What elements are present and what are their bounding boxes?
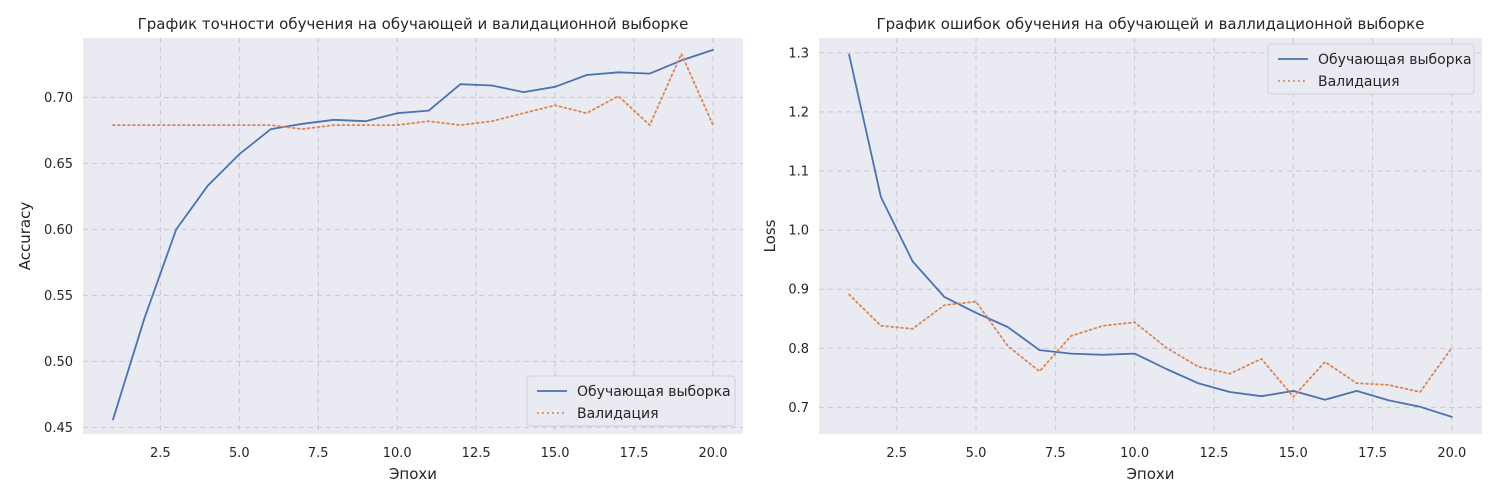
legend-box <box>1267 43 1475 95</box>
x-axis-label: Эпохи <box>389 465 437 483</box>
legend-entry: Обучающая выборка <box>577 384 731 400</box>
legend-box <box>526 375 736 427</box>
y-axis-label: Loss <box>761 219 779 252</box>
y-tick-label: 1.1 <box>788 164 809 179</box>
x-axis-label: Эпохи <box>1126 465 1174 483</box>
y-tick-label: 1.2 <box>788 105 809 120</box>
series-line-train <box>848 53 1453 418</box>
x-tick-label: 5.0 <box>229 446 250 461</box>
series-line-validation <box>112 52 714 131</box>
x-tick-label: 20.0 <box>699 446 728 461</box>
x-tick-label: 20.0 <box>1437 446 1466 461</box>
chart-title: График ошибок обучения на обучающей и ва… <box>877 15 1425 33</box>
x-tick-label: 2.5 <box>150 446 171 461</box>
series-line-train <box>112 49 714 421</box>
x-tick-label: 2.5 <box>886 446 907 461</box>
legend-entry: Валидация <box>1318 74 1400 90</box>
plot-area <box>83 38 743 434</box>
x-tick-label: 17.5 <box>1358 446 1387 461</box>
y-tick-label: 0.45 <box>44 421 73 436</box>
x-tick-label: 15.0 <box>1279 446 1308 461</box>
y-tick-label: 0.65 <box>44 157 73 172</box>
x-tick-label: 15.0 <box>541 446 570 461</box>
x-tick-label: 7.5 <box>308 446 329 461</box>
x-tick-label: 10.0 <box>383 446 412 461</box>
series-line-validation <box>848 293 1453 398</box>
plot-area <box>819 38 1482 434</box>
chart-panel-2: 2.5 5.0 7.5 10.0 12.5 15.0 17.5 20.0 0.7 0.8 0.9 1.… <box>761 15 1482 483</box>
legend: Обучающая выборка Валидация <box>526 375 736 427</box>
chart-panel-1: 2.5 5.0 7.5 10.0 12.5 15.0 17.5 20.0 0.45 0.50 0.5… <box>16 15 743 483</box>
x-tick-label: 12.5 <box>1199 446 1228 461</box>
legend: Обучающая выборка Валидация <box>1267 43 1475 95</box>
y-tick-label: 0.8 <box>788 342 809 357</box>
y-tick-label: 0.50 <box>44 355 73 370</box>
x-tick-label: 10.0 <box>1120 446 1149 461</box>
y-axis-label: Accuracy <box>16 202 34 271</box>
x-tick-label: 7.5 <box>1045 446 1066 461</box>
x-tick-label: 17.5 <box>620 446 649 461</box>
y-tick-label: 0.55 <box>44 289 73 304</box>
legend-entry: Валидация <box>577 406 659 422</box>
x-tick-label: 5.0 <box>966 446 987 461</box>
y-tick-label: 0.9 <box>788 283 809 298</box>
y-tick-label: 0.60 <box>44 223 73 238</box>
chart-title: График точности обучения на обучающей и … <box>138 15 689 33</box>
y-tick-label: 1.0 <box>788 224 809 239</box>
y-tick-label: 0.7 <box>788 401 809 416</box>
x-tick-label: 12.5 <box>462 446 491 461</box>
y-tick-label: 1.3 <box>788 46 809 61</box>
y-tick-label: 0.70 <box>44 91 73 106</box>
legend-entry: Обучающая выборка <box>1318 52 1472 68</box>
